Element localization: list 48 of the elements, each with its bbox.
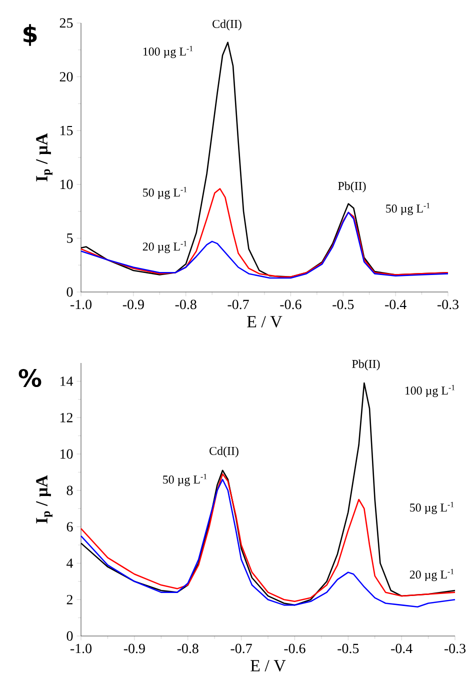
annotation: 50 µg L$^{-1}$ xyxy=(410,502,454,514)
y-tick-label: 20 xyxy=(60,72,73,82)
y-tick-label: 10 xyxy=(60,180,73,190)
y-tick-label: 2 xyxy=(66,594,72,604)
y-tick-label: 5 xyxy=(67,234,73,243)
x-tick-label: -1.0 xyxy=(70,644,92,654)
annotation: Pb(II) xyxy=(352,360,380,370)
y-tick-label: 15 xyxy=(60,126,73,136)
annotation: Pb(II) xyxy=(338,182,366,192)
y-tick-label: 25 xyxy=(60,18,73,28)
y-axis-title: I$_{p}$ / µA xyxy=(36,133,52,182)
x-tick-label: -0.9 xyxy=(124,644,145,654)
x-tick-label: -0.3 xyxy=(444,644,466,654)
x-axis-title: E / V xyxy=(250,660,286,672)
x-tick-label: -0.7 xyxy=(228,300,249,310)
y-tick-label: 8 xyxy=(66,486,73,496)
annotation: 100 µg L$^{-1}$ xyxy=(143,46,193,58)
x-tick-label: -0.5 xyxy=(332,300,354,310)
x-tick-label: -0.3 xyxy=(437,300,459,310)
x-tick-label: -0.6 xyxy=(280,300,302,310)
y-tick-label: 12 xyxy=(60,412,72,422)
x-tick-label: -0.4 xyxy=(385,300,406,310)
text: $ xyxy=(24,24,37,46)
y-tick-label: 0 xyxy=(66,287,73,297)
x-tick-label: -0.6 xyxy=(284,644,306,654)
x-tick-label: -0.5 xyxy=(338,644,359,654)
annotation: 50 µg L$^{-1}$ xyxy=(143,186,187,200)
x-tick-label: -0.9 xyxy=(122,300,144,310)
annotation: 50 µg L$^{-1}$ xyxy=(386,202,430,216)
annotation: 20 µg L$^{-1}$ xyxy=(410,568,454,582)
y-tick-label: 6 xyxy=(66,522,73,532)
x-axis-title: E / V xyxy=(247,316,282,328)
annotation: Cd(II) xyxy=(212,20,242,30)
x-tick-label: -0.8 xyxy=(175,300,196,310)
annotation: 50 µg L$^{-1}$ xyxy=(163,474,207,486)
annotation: Cd(II) xyxy=(210,446,238,458)
annotation: 100 µg L$^{-1}$ xyxy=(405,384,455,398)
y-axis-title: I$_{p}$ / µA xyxy=(36,475,52,524)
y-tick-label: 4 xyxy=(66,558,74,568)
x-tick-label: -0.8 xyxy=(177,644,198,654)
x-tick-label: -0.7 xyxy=(230,644,252,654)
y-tick-label: 0 xyxy=(66,631,73,641)
x-tick-label: -1.0 xyxy=(70,300,92,310)
annotation: 20 µg L$^{-1}$ xyxy=(142,240,187,254)
y-tick-label: 14 xyxy=(60,376,74,386)
y-tick-label: 10 xyxy=(60,449,73,459)
text: % xyxy=(18,368,42,388)
x-tick-label: -0.4 xyxy=(391,644,412,654)
